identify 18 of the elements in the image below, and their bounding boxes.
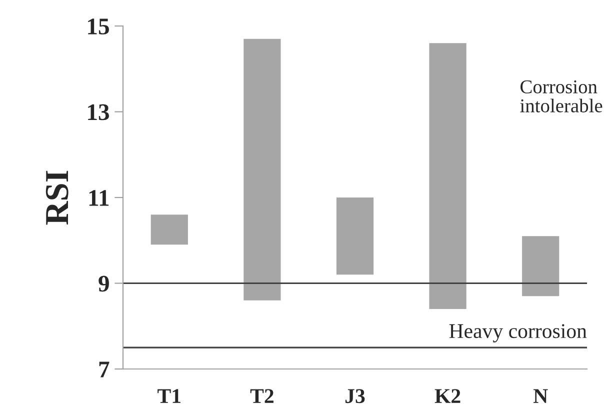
y-axis-title: RSI [46,170,68,225]
y-tick-label: 9 [98,276,109,292]
y-tick-label: 15 [88,18,109,34]
y-tick-label: 13 [88,104,109,120]
bar [150,214,188,245]
y-tick-label: 11 [89,190,109,206]
bar [336,198,374,275]
bar [522,236,560,296]
bar [244,38,281,300]
y-tick-label: 7 [99,362,110,378]
bar [429,43,466,309]
x-tick-label: T1 [158,389,180,403]
x-tick-label: T2 [250,389,274,403]
ref-line-label: Heavy corrosion [449,324,587,342]
x-tick-label: K2 [434,389,460,403]
x-tick-label: N [533,389,548,403]
x-tick-label: J3 [346,389,365,404]
annotation: Corrosion intolerable [520,80,602,112]
